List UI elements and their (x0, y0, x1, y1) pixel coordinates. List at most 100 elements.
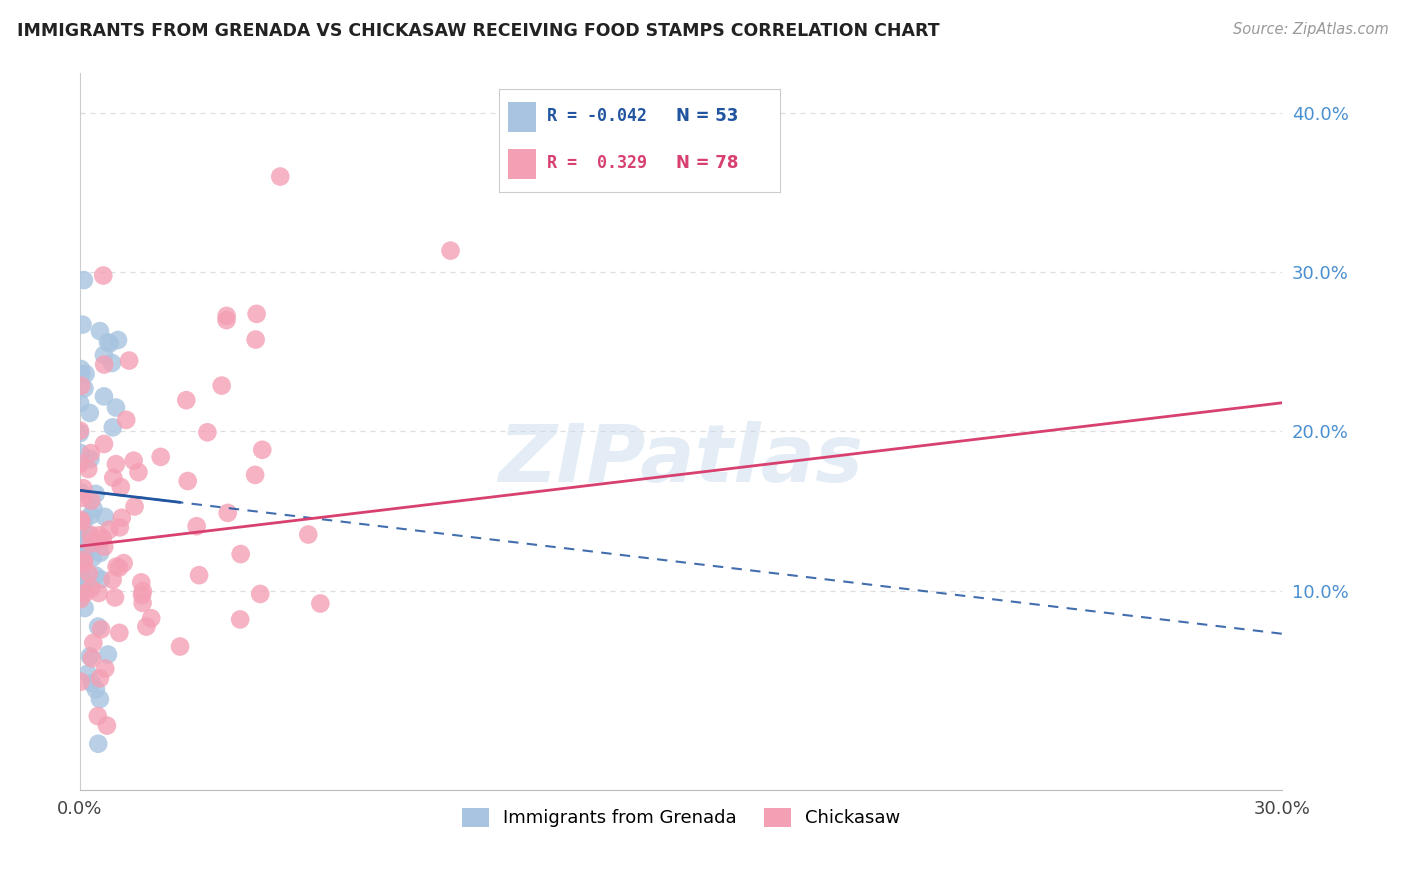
Point (107, 333, 129, 347)
Point (75, 549, 97, 564)
Point (72, 318, 94, 332)
Point (83, 502, 105, 516)
Point (72, 491, 94, 505)
Point (91, 532, 114, 546)
Point (75, 367, 97, 381)
Point (127, 465, 149, 479)
Point (129, 575, 152, 590)
Point (97, 335, 120, 350)
Point (72, 541, 94, 556)
Point (77, 666, 100, 681)
Point (110, 480, 132, 494)
Point (75, 539, 97, 553)
Point (108, 560, 131, 574)
Point (186, 519, 208, 533)
Point (75, 586, 97, 600)
Point (118, 353, 141, 368)
Point (252, 442, 274, 457)
Point (103, 471, 125, 485)
Point (69, 426, 91, 441)
Point (211, 378, 233, 392)
Point (197, 425, 219, 440)
Point (69, 568, 91, 582)
Point (188, 568, 211, 582)
Point (73, 381, 96, 395)
Point (89, 324, 111, 338)
Point (115, 413, 138, 427)
Point (101, 356, 124, 370)
Point (79, 527, 101, 541)
Point (69, 485, 91, 500)
Point (149, 450, 172, 464)
Point (87, 586, 110, 600)
Point (93, 348, 115, 362)
Point (75, 576, 97, 591)
Point (96, 718, 118, 732)
Point (69, 424, 91, 438)
Point (108, 520, 131, 534)
Point (177, 474, 200, 488)
Point (122, 453, 145, 467)
Point (80, 493, 103, 508)
Point (70, 379, 93, 393)
Point (89, 672, 111, 686)
Point (217, 506, 239, 520)
Point (93, 358, 115, 372)
Point (79, 452, 101, 467)
Point (80, 508, 103, 523)
Point (82, 636, 104, 650)
Point (229, 612, 252, 626)
Text: R =  0.329: R = 0.329 (547, 154, 647, 172)
Point (72, 534, 94, 549)
Bar (508, 102, 536, 132)
Point (94, 662, 117, 676)
Point (90, 623, 112, 637)
Point (94, 509, 117, 524)
Point (77, 528, 100, 542)
Point (77, 462, 100, 476)
Point (84, 682, 107, 697)
Point (73, 513, 96, 527)
Point (79, 406, 101, 420)
Point (80, 651, 103, 665)
Point (91, 268, 114, 283)
Point (69, 396, 91, 410)
Text: N = 53: N = 53 (676, 107, 738, 125)
Point (75, 577, 97, 591)
Point (69, 457, 91, 471)
Point (112, 556, 135, 570)
Point (70, 368, 93, 382)
Point (439, 244, 461, 258)
Point (108, 625, 131, 640)
Point (69, 446, 91, 460)
Point (246, 307, 269, 321)
Point (104, 591, 127, 605)
Point (87, 709, 110, 723)
Point (89, 528, 111, 542)
Point (215, 313, 238, 327)
Point (69, 585, 91, 599)
Point (93, 540, 115, 554)
Point (84, 568, 107, 582)
Point (105, 559, 128, 574)
Point (69, 542, 91, 557)
Point (73, 601, 96, 615)
Text: IMMIGRANTS FROM GRENADA VS CHICKASAW RECEIVING FOOD STAMPS CORRELATION CHART: IMMIGRANTS FROM GRENADA VS CHICKASAW REC… (17, 22, 939, 40)
Point (93, 389, 115, 403)
Point (297, 527, 319, 541)
Point (97, 648, 120, 662)
Point (70, 362, 93, 376)
Point (69, 513, 91, 527)
Point (69, 674, 91, 689)
Point (98, 336, 121, 351)
Point (84, 487, 107, 501)
Point (245, 333, 267, 347)
Point (309, 597, 332, 611)
Point (135, 619, 157, 633)
Point (104, 401, 127, 415)
Point (93, 437, 115, 451)
Point (80, 446, 103, 460)
Point (269, 169, 291, 184)
Point (82, 550, 104, 565)
Point (72, 553, 94, 567)
